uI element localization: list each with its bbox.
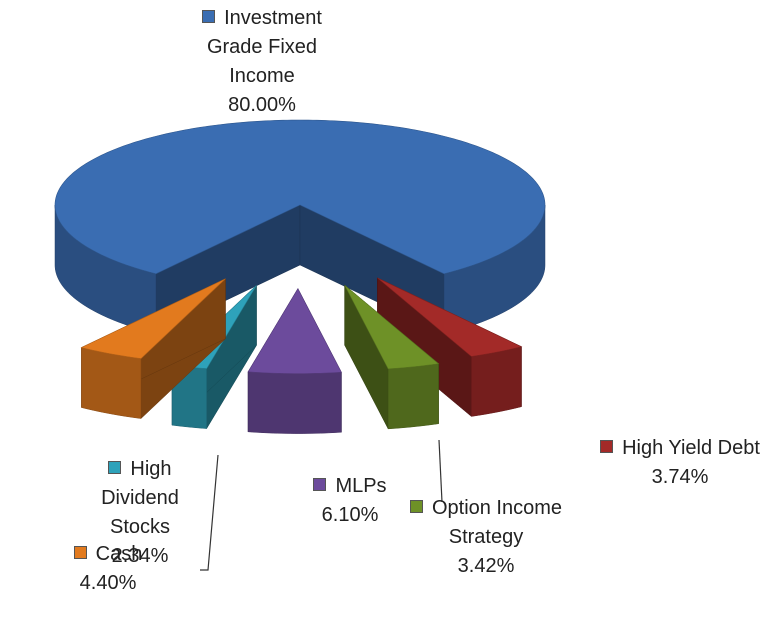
pie-slice xyxy=(54,119,546,335)
slice-top xyxy=(247,287,342,374)
category-name: High Yield Debt xyxy=(622,437,760,459)
category-name: High Dividend Stocks xyxy=(101,458,179,538)
value-label: 3.74% xyxy=(651,466,709,488)
data-label: High Dividend Stocks 2.34% xyxy=(70,455,210,571)
category-name: Option Income Strategy xyxy=(431,497,563,548)
label-marker xyxy=(73,546,87,559)
label-marker xyxy=(313,478,327,491)
pie-slice xyxy=(344,284,440,430)
slice-side xyxy=(471,346,522,417)
label-marker xyxy=(202,10,216,23)
data-label: Investment Grade Fixed Income 80.00% xyxy=(177,4,347,120)
data-label: Option Income Strategy 3.42% xyxy=(386,494,586,581)
data-label: MLPs 6.10% xyxy=(280,472,420,530)
category-name: MLPs xyxy=(335,475,387,497)
value-label: 4.40% xyxy=(79,572,137,594)
leader-line xyxy=(200,454,219,571)
slice-side xyxy=(81,347,142,419)
data-label: High Yield Debt 3.74% xyxy=(570,434,781,492)
slice-top xyxy=(54,119,546,275)
value-label: 2.34% xyxy=(111,545,169,567)
category-name: Investment Grade Fixed Income xyxy=(206,7,322,87)
slice-side xyxy=(387,363,439,430)
slice-side xyxy=(247,371,342,434)
pie-slice xyxy=(247,287,342,434)
value-label: 3.42% xyxy=(457,555,515,577)
pie-slice xyxy=(80,278,226,420)
label-marker xyxy=(409,500,423,513)
slices xyxy=(54,119,546,434)
label-marker xyxy=(108,461,122,474)
value-label: 80.00% xyxy=(228,94,296,116)
slice-top xyxy=(344,284,440,370)
slice-top xyxy=(80,278,226,359)
slice-top xyxy=(377,277,523,357)
value-label: 6.10% xyxy=(321,504,379,526)
data-label: Cash 4.40% xyxy=(8,540,208,598)
category-name: Cash xyxy=(95,543,143,565)
leader-line xyxy=(438,439,443,503)
label-marker xyxy=(600,440,614,453)
